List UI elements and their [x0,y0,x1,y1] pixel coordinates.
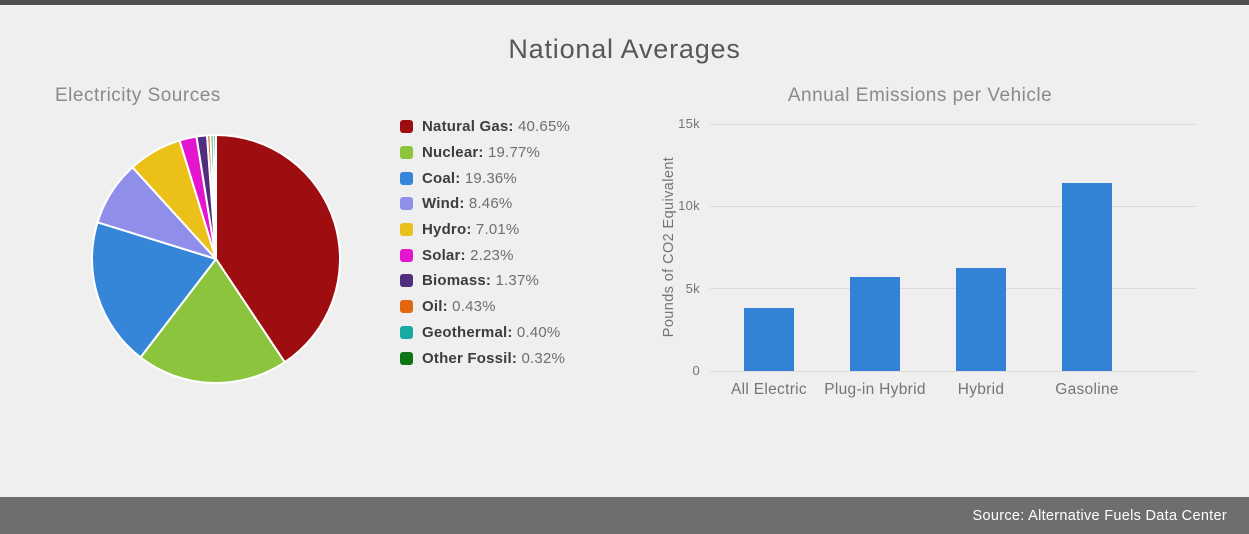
legend-value: 0.43% [447,298,496,316]
y-tick-0: 0 [692,363,700,378]
legend-label: Oil: [422,298,448,316]
legend-item-other-fossil: Other Fossil: 0.32% [400,345,570,371]
legend-label: Coal: [422,169,461,187]
source-credit: Source: Alternative Fuels Data Center [972,507,1227,524]
pie-chart [91,134,341,385]
legend-swatch-biomass [400,274,413,288]
legend-item-coal: Coal: 19.36% [400,165,570,191]
legend-swatch-solar [400,248,413,262]
legend-label: Wind: [422,195,465,213]
bar-chart: All Electric Plug-in Hybrid Hybrid Gasoline [710,123,1196,398]
legend-value: 7.01% [471,221,520,239]
legend-swatch-coal [400,171,413,185]
legend-item-hydro: Hydro: 7.01% [400,217,570,243]
legend-label: Nuclear: [422,144,484,162]
legend-value: 0.32% [517,349,566,367]
legend-value: 19.77% [483,144,541,162]
gridline-5k [710,288,1196,290]
legend-item-natural-gas: Natural Gas: 40.65% [400,114,570,140]
bar-hybrid[interactable] [956,268,1006,371]
legend-label: Other Fossil: [422,349,518,367]
bar-plug-in-hybrid[interactable] [850,277,900,371]
pie-legend: Natural Gas: 40.65% Nuclear: 19.77% Coal: … [400,114,570,371]
legend-value: 1.37% [491,272,540,290]
x-label-plug-in-hybrid: Plug-in Hybrid [824,381,926,398]
legend-label: Solar: [422,246,466,264]
legend-item-wind: Wind: 8.46% [400,191,570,217]
legend-value: 40.65% [513,118,571,136]
y-tick-10k: 10k [678,198,700,214]
legend-swatch-natural-gas [400,120,413,134]
legend-value: 2.23% [465,246,514,264]
pie-slice-coal[interactable] [91,221,217,359]
legend-label: Biomass: [422,272,492,290]
legend-swatch-other-fossil [400,351,413,365]
legend-item-solar: Solar: 2.23% [400,242,570,268]
page-title: National Averages [508,34,741,64]
legend-item-biomass: Biomass: 1.37% [400,268,570,294]
top-bar [0,0,1249,5]
y-tick-15k: 15k [678,116,700,131]
bar-gasoline[interactable] [1062,183,1112,371]
legend-value: 0.40% [512,323,561,341]
legend-value: 8.46% [464,195,513,213]
x-label-all-electric: All Electric [731,381,807,398]
legend-swatch-geothermal [400,325,413,339]
legend-item-nuclear: Nuclear: 19.77% [400,140,570,166]
x-label-hybrid: Hybrid [957,381,1005,398]
legend-swatch-oil [400,300,413,314]
bar-chart-y-axis-ticks: 0 5k 10k 15k [640,116,700,378]
legend-label: Hydro: [422,221,472,239]
legend-label: Natural Gas: [422,118,514,136]
bar-all-electric[interactable] [744,308,794,371]
x-label-gasoline: Gasoline [1055,381,1119,398]
legend-item-geothermal: Geothermal: 0.40% [400,320,570,346]
pie-chart-title: Electricity Sources [55,85,221,106]
legend-value: 19.36% [460,169,517,187]
gridline-15k [710,123,1196,125]
legend-label: Geothermal: [422,323,513,341]
legend-swatch-nuclear [400,146,413,160]
gridline-10k [710,205,1196,207]
legend-item-oil: Oil: 0.43% [400,294,570,320]
pie-slice-other-fossil[interactable] [212,134,217,260]
pie-slice-nuclear[interactable] [139,258,286,385]
bar-chart-title: Annual Emissions per Vehicle [787,85,1053,106]
legend-swatch-hydro [400,223,413,237]
legend-swatch-wind [400,197,413,211]
gridline-0 [710,370,1196,372]
footer-bar: Source: Alternative Fuels Data Center [0,497,1249,534]
y-tick-5k: 5k [685,280,700,296]
